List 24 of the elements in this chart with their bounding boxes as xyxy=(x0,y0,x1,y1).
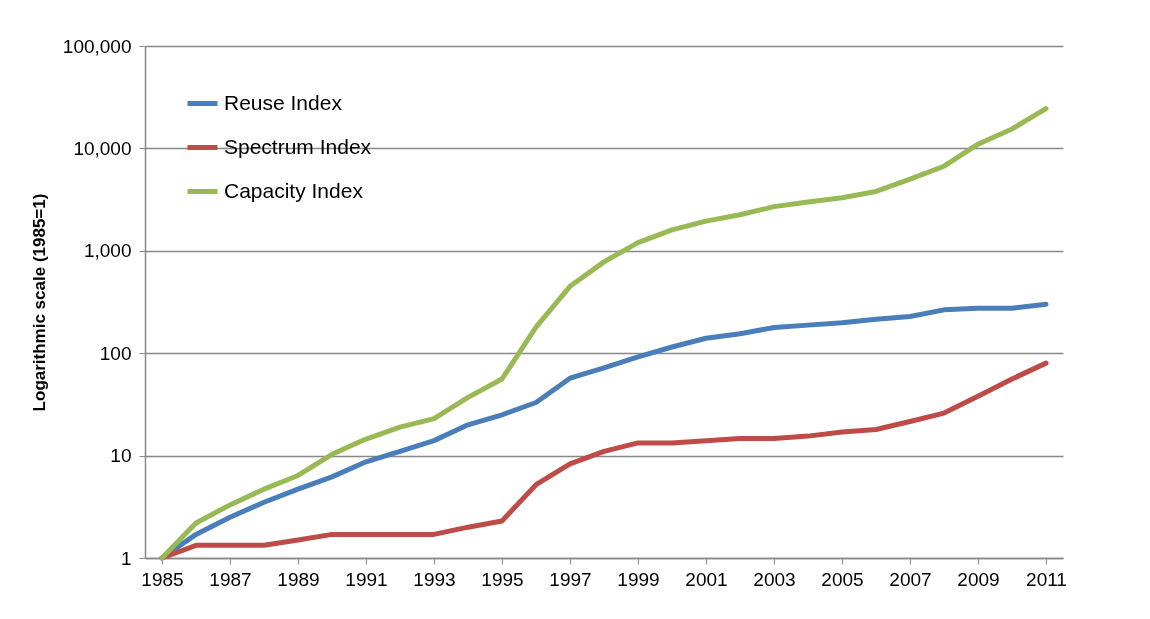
y-tick-label: 10 xyxy=(110,445,132,467)
legend-label: Reuse Index xyxy=(224,90,343,114)
x-tick-label: 2009 xyxy=(957,568,1000,590)
x-tick-label: 1991 xyxy=(345,568,388,590)
y-tick-label: 10,000 xyxy=(73,137,132,159)
x-tick-label: 1997 xyxy=(549,568,592,590)
x-tick-label: 1989 xyxy=(277,568,320,590)
y-tick-label: 100 xyxy=(99,342,132,364)
y-tick-label: 1 xyxy=(120,547,132,569)
x-tick-label: 2001 xyxy=(685,568,728,590)
x-tick-label: 1999 xyxy=(617,568,660,590)
x-tick-label: 1987 xyxy=(209,568,252,590)
x-tick-label: 2007 xyxy=(889,568,932,590)
x-tick-label: 2005 xyxy=(821,568,864,590)
x-tick-label: 1995 xyxy=(481,568,524,590)
legend-label: Capacity Index xyxy=(224,178,364,202)
x-tick-label: 1993 xyxy=(413,568,456,590)
y-axis-title: Logarithmic scale (1985=1) xyxy=(29,193,49,412)
y-tick-label: 100,000 xyxy=(62,35,132,57)
x-tick-label: 1985 xyxy=(141,568,184,590)
x-tick-label: 2011 xyxy=(1026,568,1067,590)
y-tick-label: 1,000 xyxy=(83,240,132,262)
legend-label: Spectrum Index xyxy=(224,134,372,158)
x-tick-label: 2003 xyxy=(753,568,796,590)
